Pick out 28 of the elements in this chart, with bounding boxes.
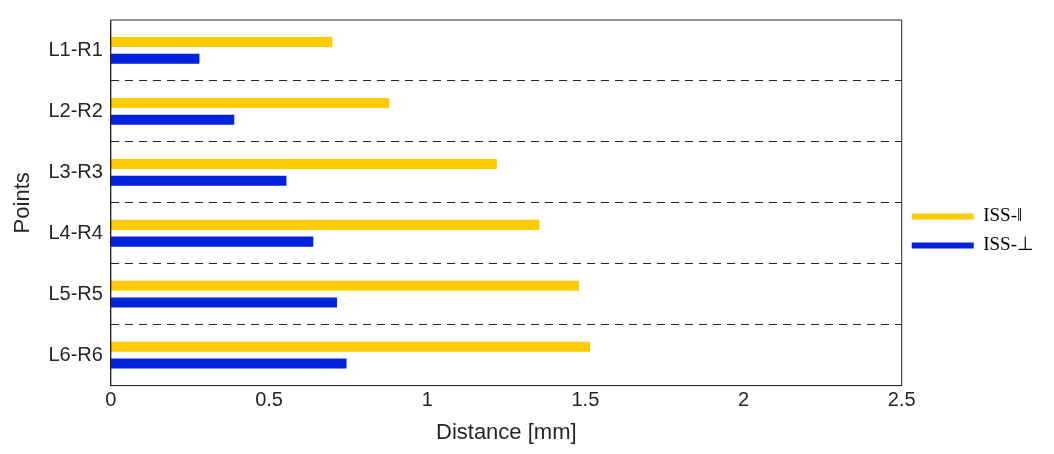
y-tick-label: L5-R5	[48, 281, 103, 304]
bar	[110, 219, 540, 230]
x-tick-label: 0	[105, 388, 117, 411]
x-tick-label: 0.5	[255, 388, 283, 411]
legend-label: ISS-‖	[983, 204, 1023, 226]
x-tick-label: 1	[421, 388, 433, 411]
bar	[110, 358, 347, 369]
y-tick-label: L6-R6	[48, 342, 103, 365]
y-tick-label: L1-R1	[48, 37, 103, 60]
x-tick-label: 2.5	[887, 388, 916, 411]
y-tick-label: L3-R3	[48, 159, 103, 182]
bar	[110, 53, 200, 64]
y-tick-label: L2-R2	[48, 98, 103, 121]
x-tick-label: 2	[737, 388, 750, 411]
bar	[110, 236, 314, 247]
bar	[110, 114, 235, 125]
y-axis-title: Points	[9, 172, 35, 234]
legend-label: ISS-⊥	[983, 233, 1035, 255]
bar	[110, 98, 390, 109]
bar	[110, 297, 338, 308]
bar	[110, 37, 333, 48]
x-axis-title: Distance [mm]	[436, 418, 577, 444]
bar	[110, 158, 497, 169]
y-tick-label: L4-R4	[48, 220, 103, 243]
x-tick-label: 1.5	[571, 388, 600, 411]
bar	[110, 280, 580, 291]
bar	[110, 341, 591, 352]
bar	[110, 175, 287, 186]
